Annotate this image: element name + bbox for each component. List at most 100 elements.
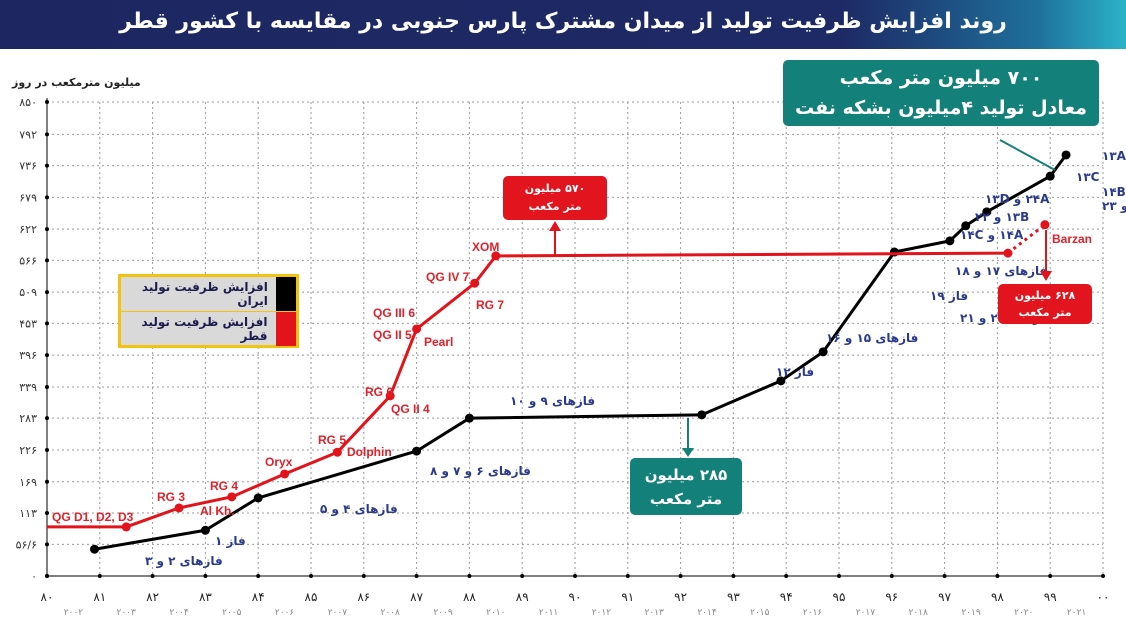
- y-tick-label: ۵۶/۶: [16, 538, 37, 551]
- x-tick-label-gregorian: ۲۰۱۹: [961, 608, 981, 618]
- x-tick-label: ۸۱: [93, 590, 106, 604]
- iran-data-point: [1061, 150, 1071, 160]
- qatar-point-label: Oryx: [265, 455, 293, 469]
- x-tick-label-gregorian: ۲۰۱۷: [856, 608, 876, 618]
- iran-data-point: [1045, 171, 1055, 181]
- y-tick-label: ۵۶۶: [19, 254, 37, 267]
- x-tick-label: ۸۵: [305, 590, 318, 604]
- x-tick-label: ۹۹: [1044, 590, 1057, 604]
- x-tick-label: ۹۷: [938, 590, 951, 604]
- x-tick-label: ۸۴: [252, 590, 265, 604]
- y-tick-label: ۱۶۹: [19, 476, 37, 489]
- iran-point-label: فاز ۱۲: [776, 365, 814, 379]
- y-tick-label: ۷۹۲: [19, 128, 37, 141]
- iran-line-segment: [469, 413, 702, 420]
- qatar-point-label: QG III 6: [373, 306, 415, 320]
- x-tick-label: ۸۲: [146, 590, 159, 604]
- x-tick-label-gregorian: ۲۰۱۸: [909, 608, 929, 618]
- qatar-data-point: [332, 447, 342, 457]
- iran-data-point: [982, 207, 992, 217]
- x-tick-label-gregorian: ۲۰۰۶: [275, 608, 295, 618]
- qatar-data-point: [1003, 248, 1013, 258]
- qatar-data-point: [412, 324, 422, 334]
- x-tick-label-gregorian: ۲۰۰۲: [64, 608, 84, 618]
- qatar-line-segment: [178, 495, 233, 510]
- arrow-head-icon: [682, 448, 694, 457]
- annotation-line: ۵۷۰ میلیون: [524, 182, 586, 195]
- legend-item-qatar: افزایش ظرفیت تولید قطر: [121, 311, 296, 346]
- qatar-data-point: [385, 391, 395, 401]
- qatar-line-segment: [336, 394, 392, 454]
- qatar-line-segment: [415, 282, 476, 331]
- title-bar: روند افزایش ظرفیت تولید از میدان مشترک پ…: [0, 0, 1126, 49]
- annotation-line: معادل تولید ۴میلیون بشکه نفت: [795, 97, 1087, 119]
- qatar-point-label: Al Kh.: [200, 504, 235, 518]
- legend-swatch-qatar: [275, 312, 296, 346]
- iran-point-label: فازهای ۹ و ۱۰: [510, 394, 595, 409]
- x-tick-label: ۹۵: [833, 590, 846, 604]
- qatar-line-segment: [125, 506, 180, 529]
- x-tick-label-gregorian: ۲۰۲۰: [1014, 608, 1033, 618]
- qatar-data-point: [174, 503, 184, 513]
- y-tick-label: ۶۷۹: [19, 191, 37, 204]
- iran-line-segment: [94, 528, 206, 551]
- x-tick-label-gregorian: ۲۰۱۰: [486, 608, 505, 618]
- x-tick-label: ۹۶: [885, 590, 898, 604]
- iran-point-label: فاز ۱: [215, 534, 246, 548]
- iran-line-segment: [204, 496, 259, 532]
- qatar-data-point: [470, 278, 480, 288]
- x-tick-label-gregorian: ۲۰۰۸: [381, 608, 401, 618]
- x-tick-label-gregorian: ۲۰۱۵: [750, 608, 770, 618]
- x-tick-label: ۹۱: [621, 590, 634, 604]
- annotation-line: ۷۰۰ میلیون متر مکعب: [839, 67, 1043, 89]
- x-tick-label: ۸۶: [357, 590, 370, 604]
- y-axis-label: میلیون مترمکعب در روز: [12, 76, 141, 89]
- qatar-point-label: XOM: [472, 240, 499, 254]
- x-tick-label: ۸۸: [463, 590, 476, 604]
- x-tick-label: ۹۲: [674, 590, 687, 604]
- iran-data-point: [90, 544, 100, 554]
- annotation-line: متر مکعب: [528, 200, 582, 213]
- iran-point-label: فازهای ۶ و ۷ و ۸: [430, 464, 531, 479]
- x-tick-label: ۹۸: [991, 590, 1004, 604]
- qatar-line-segment: [284, 450, 338, 476]
- iran-point-label: ۲۴B و ۲۳: [1102, 199, 1126, 214]
- legend-label-qatar: افزایش ظرفیت تولید قطر: [141, 315, 268, 343]
- iran-data-point: [412, 446, 422, 456]
- arrow-head-icon: [1040, 271, 1052, 281]
- annotation-iran-285: ۲۸۵ میلیون متر مکعب: [630, 458, 742, 515]
- x-tick-label-gregorian: ۲۰۱۳: [645, 608, 665, 618]
- qatar-line-segment: [495, 251, 1008, 258]
- x-tick-label: ۸۹: [516, 590, 529, 604]
- iran-line-segment: [821, 251, 896, 353]
- x-tick-label-gregorian: ۲۰۰۹: [433, 608, 453, 618]
- iran-data-point: [697, 410, 707, 420]
- x-tick-label-gregorian: ۲۰۲۱: [1067, 608, 1086, 618]
- y-tick-label: ۳۳۹: [19, 381, 37, 394]
- annotation-line: ۲۸۵ میلیون: [644, 465, 728, 484]
- qatar-point-label: QG II 5: [373, 328, 412, 342]
- x-tick-label: ۸۳: [199, 590, 212, 604]
- qatar-point-label: Dolphin: [347, 445, 392, 459]
- legend-label-iran: افزایش ظرفیت تولید ایران: [141, 280, 268, 308]
- y-tick-label: ۱۱۳: [19, 507, 37, 520]
- qatar-data-point: [121, 522, 131, 532]
- annotation-iran-700: ۷۰۰ میلیون متر مکعب معادل تولید ۴میلیون …: [783, 60, 1099, 126]
- legend-swatch-iran: [275, 277, 296, 311]
- qatar-data-point: [280, 469, 290, 479]
- iran-point-label: فازهای ۱۷ و ۱۸: [955, 264, 1047, 279]
- iran-data-point: [945, 236, 955, 246]
- x-tick-label: ۹۴: [780, 590, 793, 604]
- y-tick-label: ۴۵۳: [19, 317, 37, 330]
- iran-point-label: فازهای ۱۵ و ۱۶: [826, 331, 918, 346]
- iran-line-segment: [701, 379, 782, 417]
- arrow-head-icon: [549, 221, 561, 231]
- x-tick-label-gregorian: ۲۰۱۲: [592, 608, 612, 618]
- iran-point-label: ۱۳A: [1102, 149, 1126, 163]
- iran-point-label: فازهای ۴ و ۵: [320, 502, 398, 517]
- x-tick-label-gregorian: ۲۰۱۶: [803, 608, 823, 618]
- iran-data-point: [200, 525, 210, 535]
- iran-point-label: ۱۳C: [1076, 170, 1100, 184]
- annotation-qatar-628: ۶۲۸ میلیون متر مکعب: [998, 284, 1092, 324]
- y-tick-label: ۷۳۶: [19, 160, 37, 173]
